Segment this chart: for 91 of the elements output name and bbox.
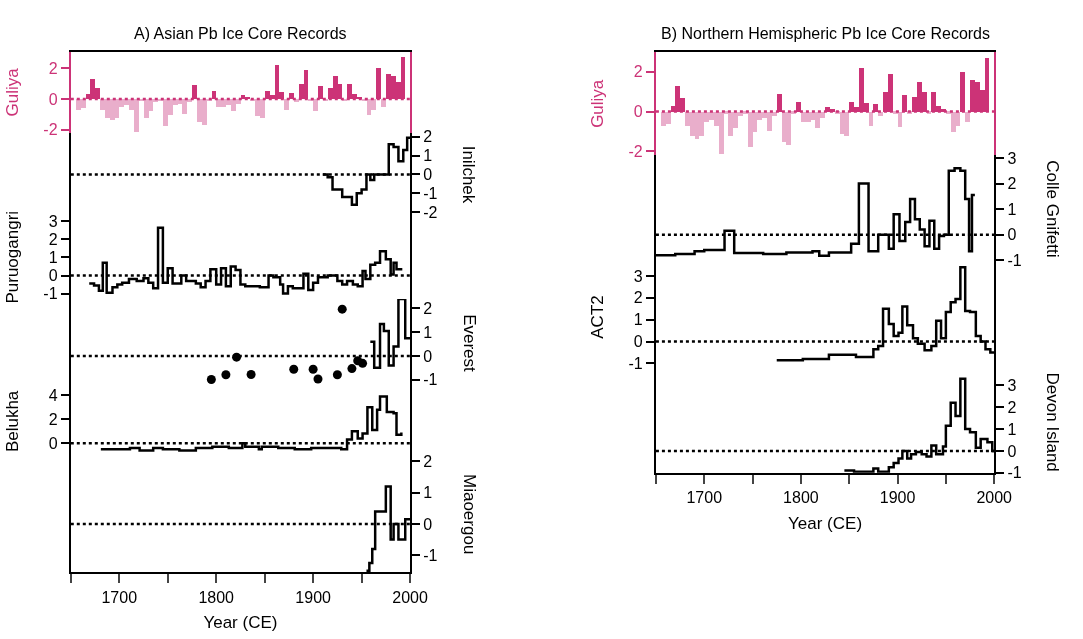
y-axis-title: Belukha <box>3 390 23 453</box>
y-axis-title: Guliya <box>2 67 22 117</box>
y2-axis-title: Devon Island <box>1043 372 1063 472</box>
y-tick-label: 1 <box>48 249 58 267</box>
x-tick-label: 2000 <box>392 588 428 606</box>
point <box>313 374 323 384</box>
y2-tick-label: 3 <box>1007 376 1017 394</box>
y-tick-label: 1 <box>633 311 643 329</box>
y2-axis-title: Miaoergou <box>459 474 479 555</box>
point <box>332 370 342 380</box>
y-axis-title: Puruogangri <box>2 210 22 304</box>
y-tick-label: 0 <box>48 267 58 285</box>
y-axis-title: ACT2 <box>587 295 607 339</box>
bar <box>312 98 318 111</box>
bar <box>718 111 724 154</box>
y2-axis-title: Inilchek <box>459 145 479 204</box>
y2-tick-label: -1 <box>423 184 438 202</box>
y2-tick-label: -2 <box>423 203 438 221</box>
y-tick-label: 0 <box>633 103 643 121</box>
y2-tick-label: 0 <box>1007 442 1017 460</box>
bar <box>665 111 671 124</box>
point <box>347 364 357 374</box>
y-tick-label: -1 <box>43 285 58 303</box>
chart-title: B) Northern Hemispheric Pb Ice Core Records <box>661 25 991 42</box>
x-tick-label: 1800 <box>198 588 235 606</box>
y-tick-label: -2 <box>628 143 643 161</box>
point <box>246 370 256 379</box>
y-tick-label: -2 <box>43 121 58 139</box>
point <box>221 370 231 380</box>
y-tick-label: 2 <box>48 410 58 428</box>
point <box>289 364 299 374</box>
y-axis-title: Guliya <box>587 79 607 128</box>
bar <box>259 98 265 118</box>
y2-axis-title: Colle Gnifetti <box>1043 160 1063 258</box>
point <box>358 358 368 368</box>
y-tick-label: 2 <box>633 63 643 81</box>
y2-tick-label: 1 <box>423 323 433 341</box>
bar <box>689 111 695 136</box>
y-tick-label: 2 <box>48 231 58 249</box>
y2-tick-label: 2 <box>1007 175 1017 193</box>
y2-tick-label: 2 <box>1007 398 1017 416</box>
y2-axis-title: Everest <box>459 314 479 373</box>
y2-tick-label: 1 <box>423 147 433 165</box>
x-tick-label: 1900 <box>295 588 332 606</box>
bar <box>143 98 149 118</box>
y2-tick-label: 2 <box>423 300 433 318</box>
y-tick-label: -1 <box>628 355 643 373</box>
y2-tick-label: -1 <box>423 546 438 564</box>
y-tick-label: 3 <box>633 267 643 285</box>
x-axis-title: Year (CE) <box>203 613 278 633</box>
y2-tick-label: 1 <box>1007 420 1017 438</box>
bar <box>380 98 386 107</box>
y-tick-label: 0 <box>48 90 58 108</box>
y2-tick-label: 3 <box>1007 149 1017 167</box>
bar <box>283 98 289 110</box>
point <box>308 364 318 374</box>
y-tick-label: 4 <box>48 386 58 404</box>
y-tick-label: 3 <box>48 212 58 230</box>
y2-tick-label: 0 <box>1007 226 1017 244</box>
bar <box>868 111 873 126</box>
y2-tick-label: 2 <box>423 128 433 146</box>
point <box>206 374 216 384</box>
y2-tick-label: 0 <box>423 515 433 533</box>
x-tick-label: 1900 <box>879 488 916 506</box>
y-tick-label: 0 <box>48 434 58 452</box>
point <box>337 304 347 314</box>
y-tick-label: 2 <box>48 59 58 77</box>
bar <box>964 111 970 122</box>
y2-tick-label: 1 <box>1007 200 1017 218</box>
y2-tick-label: 2 <box>423 453 433 471</box>
x-tick-label: 1700 <box>101 588 138 606</box>
y2-tick-label: -1 <box>423 371 438 389</box>
bar <box>747 111 753 147</box>
y2-tick-label: 0 <box>423 166 433 184</box>
bar <box>897 111 902 127</box>
y2-tick-label: 1 <box>423 484 433 502</box>
y-tick-label: 0 <box>633 333 643 351</box>
bar <box>80 98 86 108</box>
bar <box>950 111 956 132</box>
y2-tick-label: -1 <box>1007 464 1022 482</box>
x-tick-label: 2000 <box>976 488 1013 506</box>
bar <box>805 111 811 122</box>
y-tick-label: 2 <box>633 289 643 307</box>
chart-title: A) Asian Pb Ice Core Records <box>134 25 347 42</box>
bar <box>109 98 115 120</box>
x-tick-label: 1800 <box>783 488 819 506</box>
y2-tick-label: 0 <box>423 347 433 365</box>
x-axis-title: Year (CE) <box>788 513 863 533</box>
bar <box>843 111 849 136</box>
x-tick-label: 1700 <box>686 488 723 506</box>
y2-tick-label: -1 <box>1007 251 1022 269</box>
